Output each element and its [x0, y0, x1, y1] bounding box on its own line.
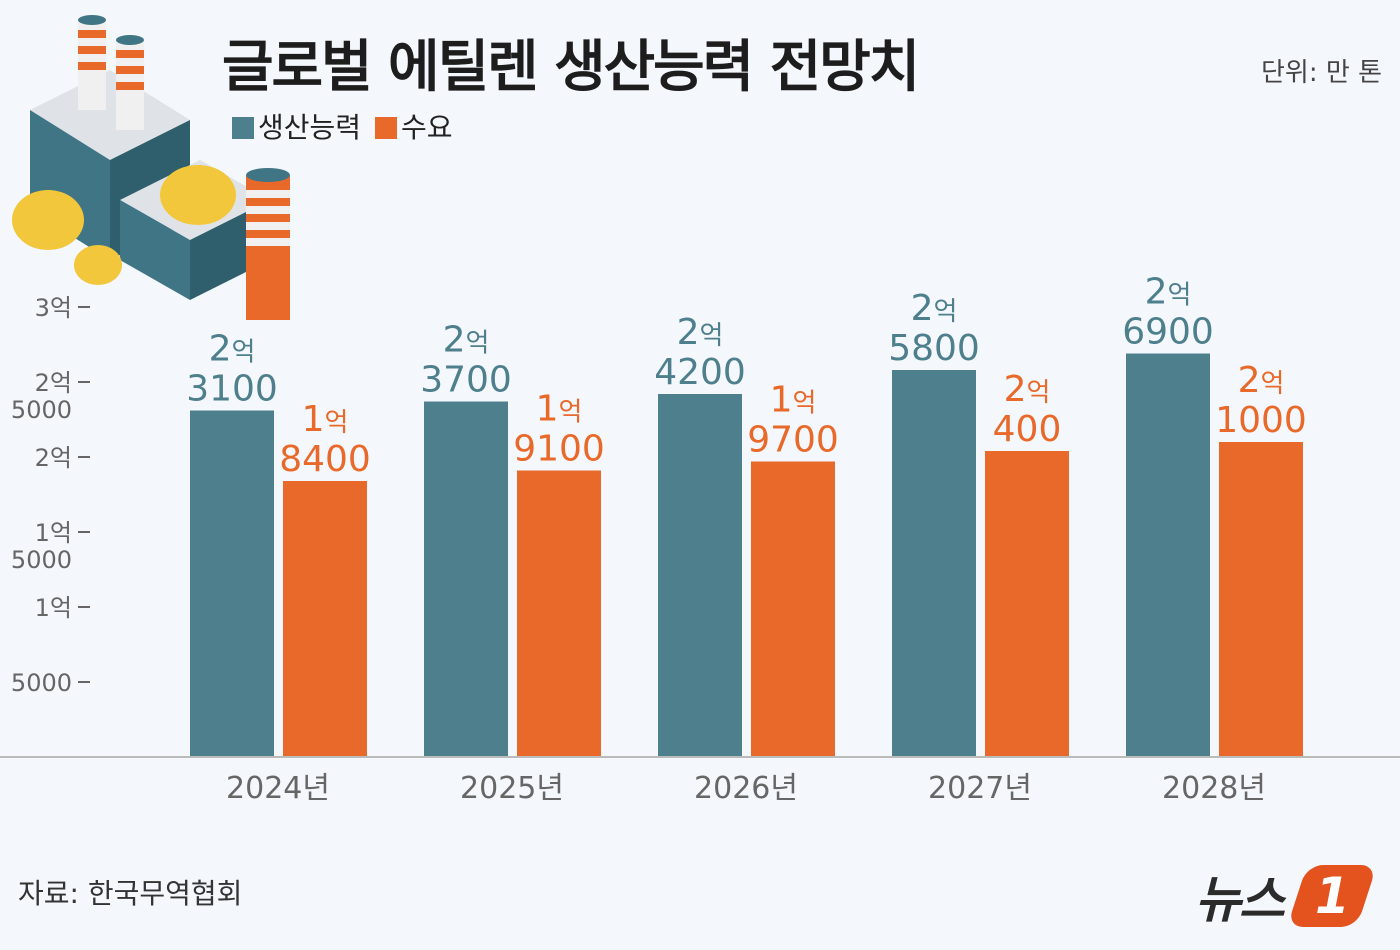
- x-tick-label: 2028년: [1162, 771, 1266, 806]
- value-label-bottom: 3700: [420, 360, 512, 401]
- value-label-bottom: 400: [993, 409, 1062, 450]
- x-tick-label: 2025년: [460, 771, 564, 806]
- value-label-top: 2억: [677, 312, 724, 353]
- value-label-bottom: 9700: [747, 420, 839, 461]
- x-tick-label: 2024년: [226, 771, 330, 806]
- bar-capacity: [658, 394, 742, 757]
- value-label-top: 2억: [1004, 369, 1051, 410]
- logo-badge: 1: [1286, 865, 1378, 927]
- y-tick-label: 5000: [11, 546, 72, 574]
- value-label-top: 2억: [1145, 272, 1192, 313]
- legend-label-capacity: 생산능력: [258, 111, 362, 144]
- bar-capacity: [424, 401, 508, 757]
- value-label-bottom: 6900: [1122, 312, 1214, 353]
- logo-text: 뉴스: [1195, 871, 1285, 929]
- y-tick-label: 5000: [11, 396, 72, 424]
- value-label-top: 1억: [536, 389, 583, 430]
- page-title: 글로벌 에틸렌 생산능력 전망치: [222, 35, 920, 100]
- legend-swatch-demand: [375, 117, 398, 139]
- value-label-top: 1억: [302, 399, 349, 440]
- value-label-bottom: 1000: [1215, 400, 1307, 441]
- logo-badge-text: 1: [1314, 867, 1350, 925]
- x-tick-label: 2027년: [928, 771, 1032, 806]
- legend-item-capacity: 생산능력: [232, 106, 361, 146]
- y-tick-label: 2억: [35, 444, 72, 472]
- bar-capacity: [1126, 353, 1210, 757]
- x-tick-label: 2026년: [694, 771, 798, 806]
- factory-illustration: [12, 15, 290, 320]
- value-label-bottom: 5800: [888, 328, 980, 369]
- y-tick-label: 3억: [35, 294, 72, 322]
- bar-demand: [1219, 442, 1303, 757]
- bar-demand: [985, 451, 1069, 757]
- legend-label-demand: 수요: [401, 111, 453, 144]
- value-label-top: 2억: [443, 320, 490, 361]
- news1-logo: 뉴스 1: [1195, 860, 1378, 932]
- y-tick-label: 1억: [35, 594, 72, 622]
- source-note: 자료: 한국무역협회: [18, 877, 243, 910]
- bar-demand: [283, 481, 367, 757]
- y-tick-label: 5000: [11, 669, 72, 697]
- value-label-top: 2억: [209, 329, 256, 370]
- value-label-bottom: 4200: [654, 352, 746, 393]
- bar-capacity: [892, 370, 976, 757]
- value-label-bottom: 9100: [513, 429, 605, 470]
- legend-item-demand: 수요: [375, 106, 453, 146]
- value-label-top: 2억: [911, 288, 958, 329]
- value-label-bottom: 3100: [186, 369, 278, 410]
- value-label-bottom: 8400: [279, 439, 371, 480]
- bar-capacity: [190, 410, 274, 757]
- y-tick-label: 2억: [35, 369, 72, 397]
- unit-label: 단위: 만 톤: [1261, 58, 1382, 88]
- legend-swatch-capacity: [232, 117, 254, 139]
- y-tick-label: 1억: [35, 519, 72, 547]
- value-label-top: 1억: [770, 380, 817, 421]
- legend: 생산능력 수요: [232, 106, 453, 146]
- value-label-top: 2억: [1238, 360, 1285, 401]
- bar-demand: [751, 461, 835, 757]
- bar-demand: [517, 470, 601, 757]
